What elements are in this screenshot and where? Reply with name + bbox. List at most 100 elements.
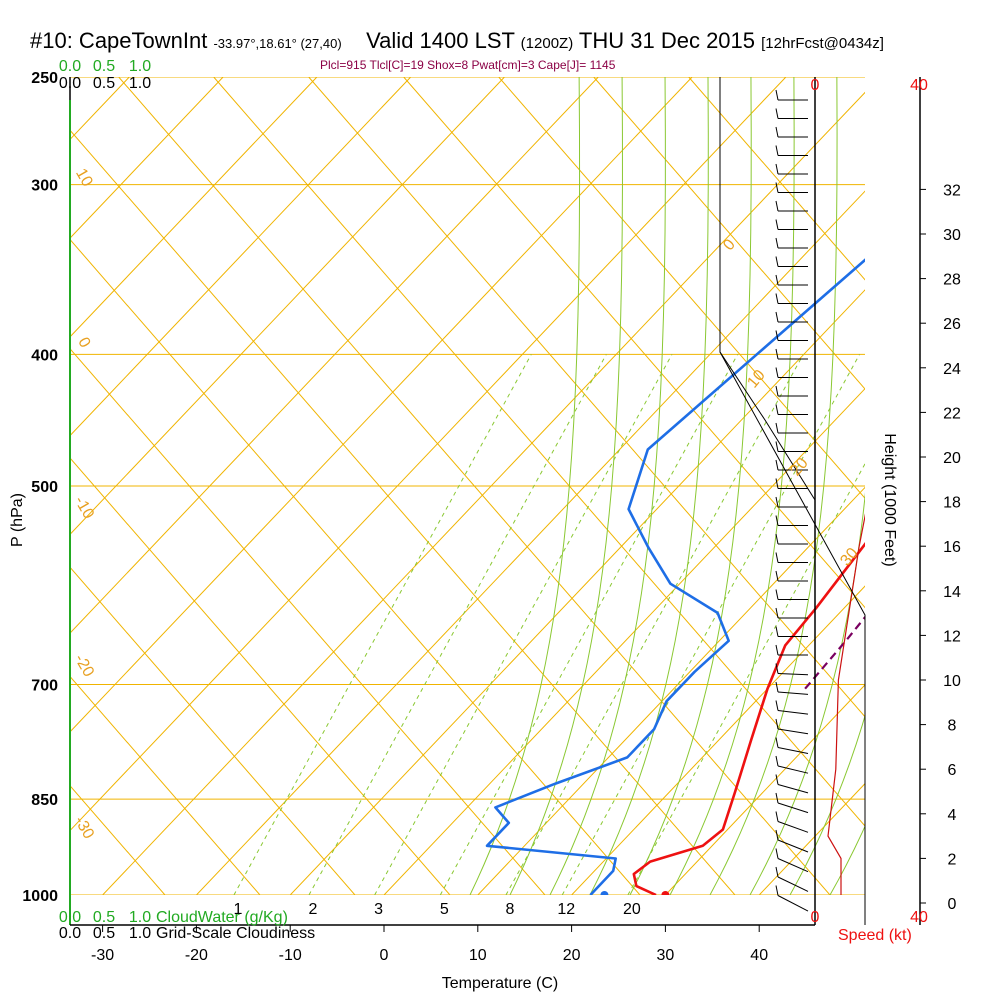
cloudiness-tick-top: 0.5 — [93, 75, 115, 92]
isotherm-line — [70, 77, 787, 832]
mixing-ratio-label: 2 — [309, 901, 318, 918]
wind-barb — [775, 182, 808, 193]
wind-barb — [775, 311, 808, 323]
height-tick-label: 10 — [943, 673, 961, 690]
wind-barb-flag — [775, 755, 779, 767]
mixing-ratio-label: 8 — [505, 901, 514, 918]
wind-barb-flag — [775, 182, 779, 193]
wind-barb-shaft — [777, 728, 809, 735]
isotherm-line — [70, 77, 599, 634]
dry-adiabat-line — [308, 77, 865, 718]
wind-barb-flag — [775, 219, 779, 230]
wind-barb-flag — [775, 552, 779, 563]
wind-barb — [775, 681, 809, 695]
isotherm-label: -30 — [71, 813, 97, 842]
cloudiness-tick-bottom: 0.0 — [59, 925, 81, 942]
height-tick-label: 22 — [943, 405, 961, 422]
mixing-ratio-label: 12 — [557, 901, 575, 918]
wind-barb — [775, 515, 808, 526]
height-tick-label: 4 — [948, 807, 957, 824]
wind-barb-flag — [775, 607, 779, 619]
wind-panel-outline — [719, 351, 866, 925]
wind-barb-flag — [775, 404, 779, 415]
wind-barb — [775, 885, 809, 912]
wind-barb — [775, 496, 808, 508]
wind-barb-flag — [775, 848, 779, 859]
wind-barb-shaft — [777, 821, 809, 833]
wind-barb-flag — [775, 533, 779, 545]
wind-barb-flag — [775, 367, 779, 378]
wind-barb — [775, 108, 808, 119]
isotherm-label: -20 — [71, 651, 97, 680]
wind-barb — [775, 459, 808, 471]
height-tick-label: 2 — [948, 851, 957, 868]
height-tick-label: 0 — [948, 896, 957, 913]
moist-adiabat-line — [629, 77, 752, 895]
isotherm-line — [70, 77, 693, 733]
mixing-ratio-line — [505, 354, 804, 895]
wind-barb — [775, 237, 808, 249]
wind-barb-flag — [775, 441, 779, 452]
x-tick-label: -20 — [185, 947, 208, 964]
wind-barb — [775, 644, 808, 656]
cloud-water-tick-top: 1.0 — [129, 58, 151, 75]
pressure-tick-label: 850 — [31, 792, 58, 809]
wind-barb — [775, 89, 808, 101]
dry-adiabat-line — [593, 77, 865, 390]
chart-title: #10: CapeTownInt -33.97°,18.61° (27,40) … — [30, 28, 884, 54]
wind-barb-flag — [775, 422, 779, 434]
temperature-line — [632, 542, 865, 895]
x-axis-label: Temperature (C) — [442, 975, 558, 992]
isotherm-line — [70, 77, 318, 338]
wind-barb — [775, 792, 809, 814]
wind-barb — [775, 200, 808, 212]
temperature-surface-marker — [661, 891, 670, 895]
pressure-tick-label: 700 — [31, 678, 58, 695]
height-tick-label: 30 — [943, 227, 961, 244]
valid-time: Valid 1400 LST — [366, 28, 515, 53]
station-coords: -33.97°,18.61° (27,40) — [213, 36, 342, 51]
mixing-ratio-line — [374, 354, 673, 895]
parcel-line — [804, 615, 865, 690]
station-name: #10: CapeTownInt — [30, 28, 208, 53]
wind-barb-flag — [775, 811, 779, 822]
wind-barb — [775, 330, 808, 341]
mixing-ratio-label: 5 — [440, 901, 449, 918]
wind-barb — [775, 404, 808, 415]
mixing-ratio-label: 20 — [623, 901, 641, 918]
moist-adiabat-line — [749, 492, 865, 895]
wind-barb — [775, 274, 808, 286]
wind-barb — [775, 293, 808, 304]
isotherm-line — [571, 585, 865, 895]
dry-adiabat-line — [118, 77, 831, 895]
x-tick-label: 0 — [380, 947, 389, 964]
sounding-parameters: Plcl=915 Tlcl[C]=19 Shox=8 Pwat[cm]=3 Ca… — [320, 58, 616, 72]
isotherm-label: 10 — [72, 166, 96, 190]
wind-barb — [775, 570, 808, 582]
plot-frame — [69, 77, 921, 926]
forecast-run: [12hrFcst@0434z] — [761, 35, 884, 52]
cloud-water-tick-bottom: 0.0 — [59, 909, 81, 926]
pressure-tick-label: 250 — [31, 70, 58, 87]
speed-tick-bottom: 0 — [811, 909, 820, 926]
x-tick-label: 30 — [657, 947, 675, 964]
pressure-tick-label: 400 — [31, 347, 58, 364]
dry-adiabat-line — [498, 77, 865, 500]
wind-barb — [775, 163, 808, 175]
zulu-time: (1200Z) — [520, 35, 574, 52]
wind-barb-shaft — [777, 858, 809, 873]
dry-adiabat-line — [70, 457, 451, 895]
wind-barb-flag — [775, 200, 779, 212]
dry-adiabat-line — [70, 566, 356, 895]
dry-adiabat-line — [70, 129, 736, 895]
wind-barb-flag — [775, 348, 779, 360]
wind-barb-shaft — [777, 895, 809, 912]
wind-barb — [775, 811, 809, 833]
wind-barb — [775, 385, 808, 397]
isotherm-line — [383, 387, 865, 895]
mixing-ratio-line — [233, 354, 532, 895]
wind-barb — [775, 737, 809, 754]
height-tick-label: 26 — [943, 316, 961, 333]
speed-tick-bottom: 40 — [910, 909, 928, 926]
